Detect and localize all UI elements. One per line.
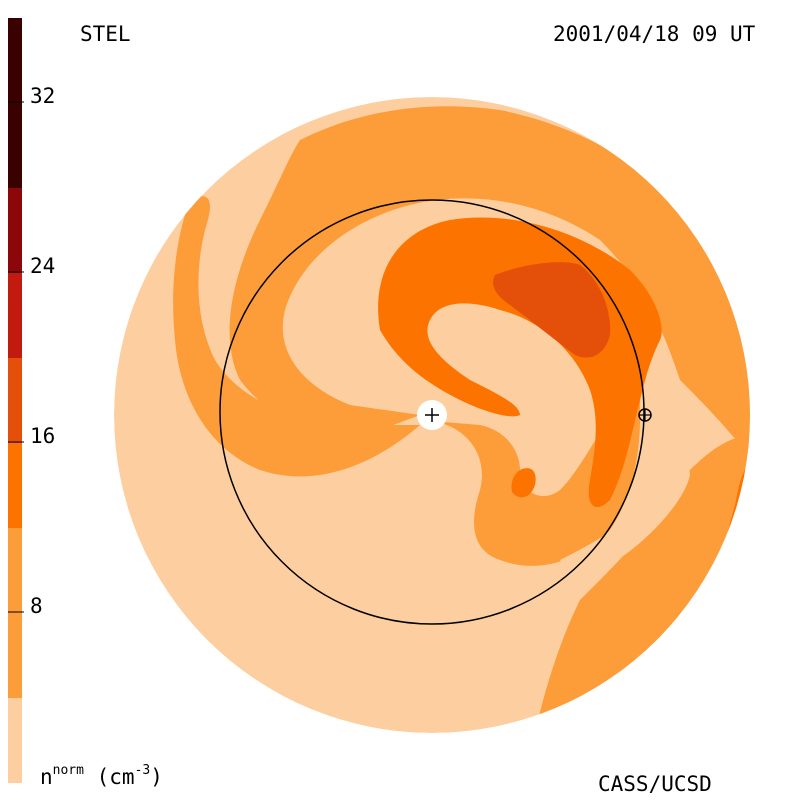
unit-exponent: -3 xyxy=(134,763,151,778)
colorbar-band-6 xyxy=(8,273,22,358)
trailing-arm xyxy=(560,466,690,576)
colorbar-band-2 xyxy=(8,528,22,698)
colorbar-tick-label-24: 24 xyxy=(30,254,56,278)
outer-spiral-arm xyxy=(229,106,750,470)
colorbar-band-4 xyxy=(8,443,22,528)
peak-density-region xyxy=(493,262,611,358)
earth-orbit-circle xyxy=(219,199,645,625)
colorbar-band-1 xyxy=(8,698,22,783)
colorbar-tick-label-32: 32 xyxy=(30,84,56,108)
colorbar-tick-label-16: 16 xyxy=(30,424,56,448)
colorbar xyxy=(8,18,24,783)
colorbar-band-5 xyxy=(8,358,22,443)
west-arm xyxy=(173,196,420,477)
colorbar-band-7 xyxy=(8,188,22,273)
density-symbol: n xyxy=(40,765,53,789)
colorbar-band-8 xyxy=(8,18,22,188)
colorbar-unit-label: nnorm (cm-3) xyxy=(40,763,163,789)
density-superscript: norm xyxy=(52,763,84,778)
datetime-label: 2001/04/18 09 UT xyxy=(553,22,756,46)
small-core-region xyxy=(511,468,536,498)
unit-open: (cm xyxy=(96,765,135,789)
instrument-label: STEL xyxy=(80,22,131,46)
unit-close: ) xyxy=(150,765,163,789)
density-map-disk xyxy=(114,97,750,733)
credit-label: CASS/UCSD xyxy=(598,772,712,796)
central-region xyxy=(420,380,640,566)
colorbar-tick-label-8: 8 xyxy=(30,594,43,618)
